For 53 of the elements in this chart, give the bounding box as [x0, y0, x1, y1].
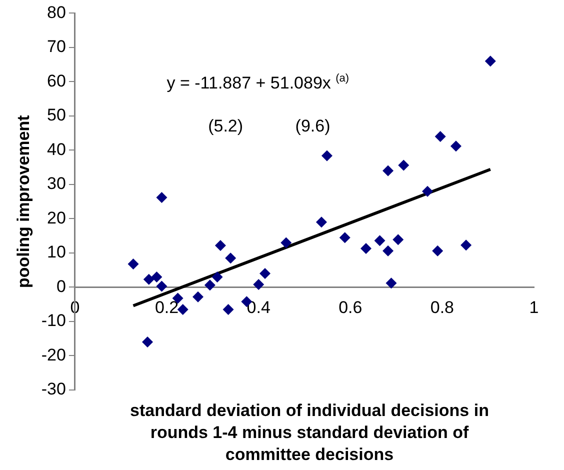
point	[398, 160, 410, 171]
y-axis-title: pooling improvement	[14, 114, 33, 288]
point	[225, 252, 236, 264]
point	[460, 240, 472, 251]
y-tick-label: 20	[47, 208, 66, 228]
point	[128, 258, 139, 270]
point	[253, 278, 264, 290]
point	[382, 165, 394, 176]
point	[316, 216, 327, 228]
point	[386, 278, 397, 289]
x-tick-label: 1	[529, 298, 539, 318]
annotation: y = -11.887 + 51.089x (a)	[166, 72, 350, 93]
point	[192, 291, 204, 302]
point	[143, 274, 154, 285]
y-tick-label: -10	[41, 311, 66, 330]
point	[156, 192, 168, 203]
point	[382, 245, 394, 256]
y-tick-label: 70	[47, 37, 66, 56]
point	[434, 131, 446, 142]
x-axis-title: standard deviation of individual decisions in rounds 1-4 minus standard deviation of committee decisions	[130, 401, 489, 464]
point	[280, 237, 292, 248]
point	[374, 235, 386, 246]
y-tick-label: -30	[41, 380, 66, 399]
point	[422, 186, 434, 197]
annotation: (9.6)	[295, 116, 330, 136]
x-tick-label: 0.8	[430, 298, 454, 318]
y-tick-label: 10	[47, 242, 66, 262]
point	[151, 271, 162, 282]
point	[204, 280, 216, 291]
point	[339, 232, 350, 244]
point	[321, 150, 332, 162]
y-tick-label: 40	[47, 140, 66, 159]
point	[260, 268, 271, 280]
point	[450, 140, 462, 152]
point	[212, 271, 223, 282]
point	[392, 234, 404, 246]
point	[432, 245, 444, 256]
annotation: (5.2)	[208, 116, 244, 136]
point	[156, 280, 168, 292]
y-tick-label: 30	[47, 174, 66, 194]
y-tick-label: 0	[56, 276, 66, 296]
y-tick-label: 80	[47, 2, 66, 22]
x-tick-label: 0.2	[154, 298, 179, 318]
point	[484, 56, 496, 67]
point	[142, 336, 153, 348]
y-tick-label: 60	[47, 71, 66, 90]
point	[214, 240, 226, 251]
x-tick-label: 0.6	[338, 298, 362, 318]
y-tick-label: -20	[41, 345, 66, 364]
point	[360, 243, 372, 254]
y-tick-label: 50	[47, 106, 66, 125]
point	[222, 304, 234, 315]
point	[177, 304, 188, 315]
